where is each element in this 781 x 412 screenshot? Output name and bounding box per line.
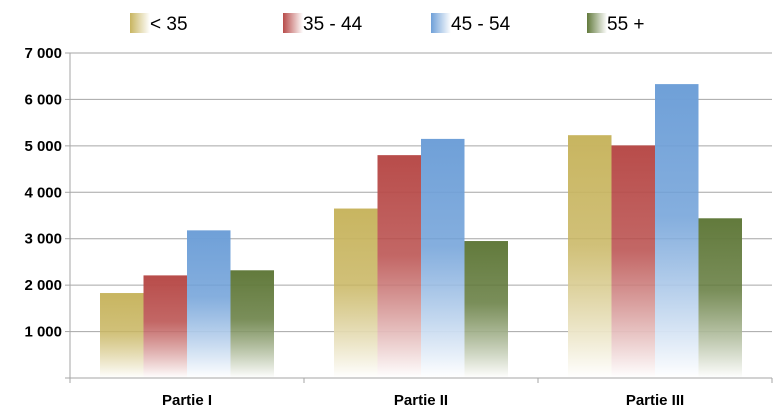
legend-label: 45 - 54 [451, 14, 511, 35]
bar [377, 155, 421, 378]
bar [187, 230, 231, 378]
y-tick-label: 4 000 [24, 184, 62, 201]
x-category-label: Partie II [394, 392, 448, 409]
legend: < 35 35 - 44 45 - 54 55 + [130, 13, 645, 35]
legend-label: 35 - 44 [303, 14, 363, 35]
bar [611, 145, 655, 378]
x-category-label: Partie III [626, 392, 684, 409]
bar [100, 293, 144, 378]
y-tick-label: 5 000 [24, 138, 62, 155]
y-tick-label: 6 000 [24, 91, 62, 108]
legend-swatch [283, 13, 303, 33]
bar [421, 138, 465, 378]
bar [464, 241, 508, 378]
legend-label: < 35 [150, 14, 188, 35]
legend-item: 55 + [587, 13, 645, 35]
x-axis-category-labels: Partie I Partie II Partie III [162, 392, 684, 409]
x-category-label: Partie I [162, 392, 212, 409]
y-tick-label: 7 000 [24, 45, 62, 62]
y-axis-tick-labels: 1 000 2 000 3 000 4 000 5 000 6 000 7 000 [24, 45, 62, 341]
legend-item: < 35 [130, 13, 188, 35]
bar [698, 218, 742, 378]
axes [65, 52, 773, 383]
bar [230, 270, 274, 378]
y-tick-label: 3 000 [24, 231, 62, 248]
legend-item: 35 - 44 [283, 13, 363, 35]
bar [143, 275, 187, 378]
bar [568, 135, 612, 378]
bar [334, 208, 378, 378]
legend-swatch [130, 13, 150, 33]
legend-swatch [431, 13, 451, 33]
y-tick-label: 2 000 [24, 277, 62, 294]
bar [655, 84, 699, 378]
legend-swatch [587, 13, 607, 33]
bars [100, 84, 742, 378]
legend-label: 55 + [607, 14, 645, 35]
y-tick-label: 1 000 [24, 324, 62, 341]
legend-item: 45 - 54 [431, 13, 511, 35]
